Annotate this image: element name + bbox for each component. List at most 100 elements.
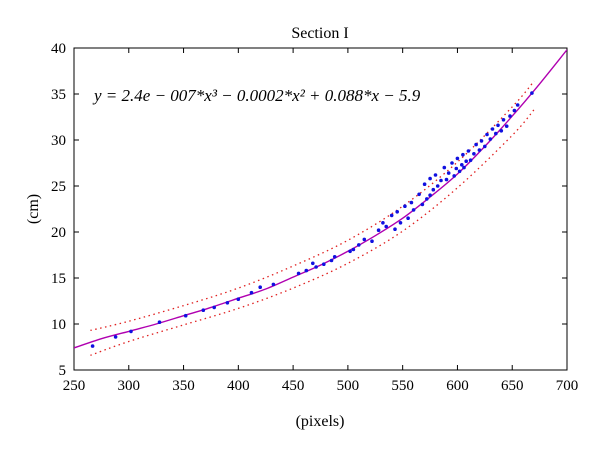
data-point — [225, 301, 230, 305]
data-point — [304, 268, 309, 273]
lower-bound-line — [90, 109, 535, 356]
data-point — [90, 344, 95, 348]
y-tick-label: 25 — [51, 179, 66, 195]
plot-area-frame — [73, 47, 568, 371]
data-point — [129, 329, 133, 334]
data-point — [496, 123, 500, 128]
data-point — [393, 227, 397, 231]
data-point — [446, 171, 451, 175]
x-axis: 250 300 350 400 450 500 550 600 650 700 — [63, 48, 579, 394]
data-point — [466, 149, 471, 153]
data-point — [455, 156, 460, 161]
data-point — [370, 239, 374, 243]
data-point — [311, 261, 315, 266]
equation-annotation: y = 2.4e − 007*x³ − 0.0002*x² + 0.088*x … — [92, 86, 421, 105]
data-point — [314, 265, 318, 269]
y-tick-label: 40 — [51, 41, 66, 57]
data-point — [504, 124, 509, 128]
data-point — [249, 290, 254, 295]
data-point — [157, 320, 162, 325]
data-point — [398, 221, 403, 225]
y-tick-label: 10 — [51, 317, 66, 333]
data-point — [212, 305, 216, 310]
y-axis: 5 10 15 20 25 30 35 40 — [51, 41, 567, 379]
data-point — [409, 200, 414, 205]
data-point — [490, 127, 495, 131]
data-point — [460, 163, 464, 167]
data-point — [468, 158, 473, 162]
data-point — [271, 282, 276, 287]
data-point — [501, 118, 506, 122]
data-point — [322, 262, 326, 267]
x-tick-label: 700 — [556, 378, 579, 394]
data-point — [452, 174, 457, 178]
data-point — [494, 131, 498, 136]
y-tick-label: 5 — [59, 363, 67, 379]
data-point — [417, 192, 421, 197]
data-point — [348, 249, 352, 254]
data-point — [357, 243, 361, 247]
x-tick-label: 300 — [118, 378, 141, 394]
x-tick-label: 650 — [501, 378, 524, 394]
data-point — [296, 271, 301, 276]
data-point — [381, 221, 385, 225]
x-tick-label: 350 — [172, 378, 195, 394]
data-point — [508, 114, 512, 118]
data-point — [420, 202, 425, 207]
data-point — [332, 254, 337, 259]
data-points — [90, 91, 534, 348]
data-point — [384, 224, 389, 229]
data-point — [488, 137, 493, 141]
data-point — [485, 132, 489, 137]
data-point — [483, 144, 487, 149]
data-point — [406, 216, 410, 220]
data-point — [499, 129, 504, 133]
data-point — [351, 247, 356, 252]
data-point — [444, 177, 449, 182]
data-point — [425, 197, 429, 201]
data-point — [457, 169, 462, 174]
x-tick-label: 400 — [227, 378, 250, 394]
data-point — [450, 161, 454, 165]
data-point — [512, 108, 517, 113]
plot-series — [74, 49, 567, 356]
data-point — [515, 103, 520, 107]
data-point — [462, 165, 466, 170]
x-tick-label: 550 — [391, 378, 414, 394]
data-point — [395, 210, 400, 214]
data-point — [113, 335, 118, 339]
data-point — [474, 142, 478, 147]
data-point — [433, 173, 438, 177]
data-point — [472, 152, 476, 156]
data-point — [258, 285, 263, 290]
y-tick-label: 30 — [51, 133, 66, 149]
data-point — [362, 237, 367, 242]
data-point — [201, 308, 206, 313]
data-point — [477, 148, 482, 152]
data-point — [461, 152, 465, 157]
data-point — [439, 178, 443, 183]
data-point — [479, 139, 484, 143]
data-point — [422, 182, 427, 186]
data-point — [236, 297, 241, 302]
x-tick-label: 600 — [446, 378, 469, 394]
data-point — [530, 91, 534, 95]
x-axis-title: (pixels) — [296, 413, 345, 430]
data-point — [183, 313, 188, 318]
data-point — [389, 213, 394, 218]
y-axis-title: (cm) — [25, 194, 42, 224]
y-tick-label: 35 — [51, 87, 66, 103]
data-point — [435, 184, 440, 188]
x-tick-label: 250 — [63, 378, 86, 394]
x-tick-label: 450 — [282, 378, 305, 394]
data-point — [464, 159, 469, 163]
chart-title: Section I — [291, 25, 348, 42]
data-point — [411, 208, 416, 212]
upper-bound-line — [90, 80, 535, 332]
data-point — [442, 165, 447, 170]
data-point — [428, 193, 432, 197]
y-tick-label: 15 — [51, 271, 66, 287]
x-tick-label: 500 — [337, 378, 360, 394]
data-point — [431, 187, 436, 192]
